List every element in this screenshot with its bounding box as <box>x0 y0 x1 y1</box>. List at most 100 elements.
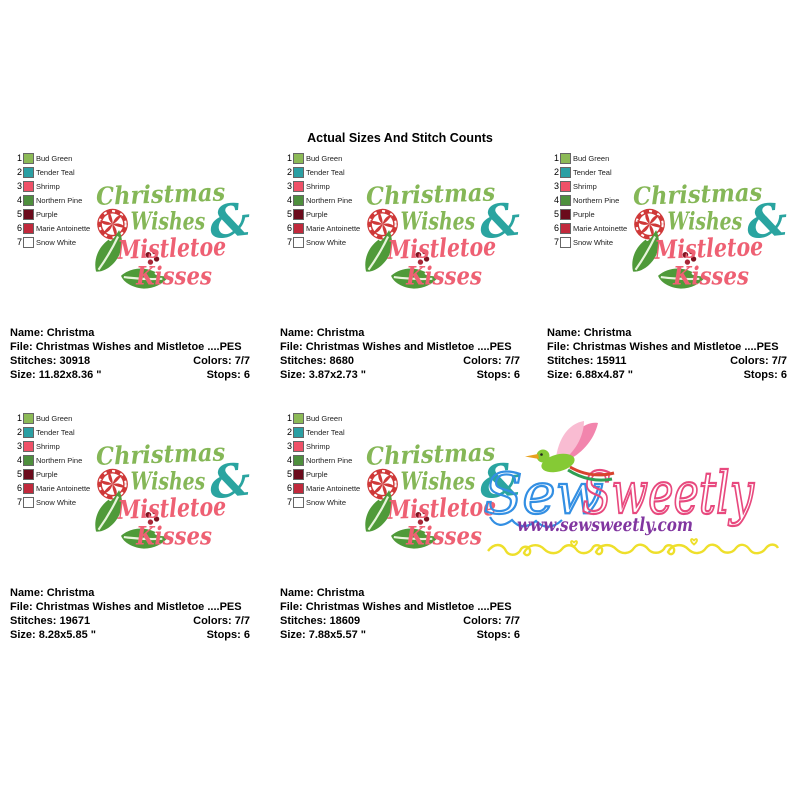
legend-color-name: Snow White <box>306 237 347 247</box>
legend-swatch <box>293 194 304 206</box>
legend-number: 4 <box>16 455 22 465</box>
legend-color-name: Marie Antoinette <box>573 223 628 233</box>
thread-color-legend: 1 Bud Green 2 Tender Teal 3 Shrimp 4 Northern P… <box>283 151 360 249</box>
legend-swatch <box>23 426 34 438</box>
name-label: Name: <box>547 327 581 339</box>
legend-number: 3 <box>553 181 559 191</box>
legend-number: 7 <box>286 497 292 507</box>
stops-group: Stops: 6 <box>477 628 520 642</box>
christmas-wishes-design: Christmas Wishes & Mistletoe Kisses <box>632 177 790 292</box>
legend-row: 5 Purple <box>13 467 90 481</box>
thread-color-legend: 1 Bud Green 2 Tender Teal 3 Shrimp 4 Northern P… <box>13 411 90 509</box>
holly-berries-icon <box>145 509 160 525</box>
size-group: Size: 8.28x5.85 " <box>10 628 96 642</box>
thread-color-legend: 1 Bud Green 2 Tender Teal 3 Shrimp 4 Northern P… <box>550 151 627 249</box>
design-word-christmas: Christmas <box>96 177 226 210</box>
legend-swatch <box>293 426 304 438</box>
legend-row: 7 Snow White <box>13 235 90 249</box>
legend-color-name: Snow White <box>36 237 77 247</box>
legend-number: 6 <box>16 483 22 493</box>
design-word-christmas: Christmas <box>366 437 496 470</box>
size-group: Size: 6.88x4.87 " <box>547 368 633 382</box>
name-line: Name: Christma <box>280 326 520 340</box>
design-ampersand: & <box>477 192 523 249</box>
colors-label: Colors: <box>463 355 502 367</box>
embroidery-design-preview: Christmas Wishes & Mistletoe Kisses <box>362 435 526 560</box>
peppermint-candy-icon <box>97 468 128 500</box>
stitches-label: Stitches: <box>10 615 57 627</box>
file-label: File: <box>10 341 33 353</box>
legend-swatch <box>560 166 571 178</box>
legend-color-name: Purple <box>306 469 328 479</box>
name-label: Name: <box>10 327 44 339</box>
legend-swatch <box>293 166 304 178</box>
legend-number: 7 <box>16 497 22 507</box>
stitches-colors-line: Stitches: 19671 Colors: 7/7 <box>10 614 250 628</box>
name-value: Christma <box>46 587 95 599</box>
design-word-mistletoe: Mistletoe <box>386 232 496 266</box>
stitches-group: Stitches: 15911 <box>547 354 627 368</box>
holly-berries-icon <box>415 509 430 525</box>
legend-color-name: Bud Green <box>306 413 343 423</box>
legend-number: 7 <box>16 237 22 247</box>
embroidery-design-preview: Christmas Wishes & Mistletoe Kisses <box>362 175 526 300</box>
legend-color-name: Bud Green <box>36 413 73 423</box>
legend-swatch <box>293 482 304 494</box>
stops-value: 6 <box>243 369 250 381</box>
legend-swatch <box>293 180 304 192</box>
legend-number: 1 <box>286 153 292 163</box>
embroidery-design-preview: Christmas Wishes & Mistletoe Kisses <box>92 175 256 300</box>
squiggle-underline <box>487 538 780 557</box>
holly-leaves-icon <box>632 230 706 289</box>
name-line: Name: Christma <box>547 326 787 340</box>
legend-number: 7 <box>553 237 559 247</box>
design-panel-5: 1 Bud Green 2 Tender Teal 3 Shrimp 4 Northern P… <box>270 408 532 648</box>
legend-row: 3 Shrimp <box>283 439 360 453</box>
stitches-value: 8680 <box>329 355 355 367</box>
stops-value: 6 <box>513 629 520 641</box>
legend-row: 5 Purple <box>283 207 360 221</box>
peppermint-candy-icon <box>97 208 128 240</box>
legend-swatch <box>23 496 34 508</box>
file-line: File: Christmas Wishes and Mistletoe ...… <box>280 600 520 614</box>
legend-swatch <box>23 482 34 494</box>
size-value: 11.82x8.36 " <box>38 369 102 381</box>
legend-row: 3 Shrimp <box>550 179 627 193</box>
legend-row: 1 Bud Green <box>283 151 360 165</box>
legend-number: 1 <box>16 153 22 163</box>
legend-swatch <box>293 152 304 164</box>
legend-row: 1 Bud Green <box>13 411 90 425</box>
colors-value: 7/7 <box>234 355 250 367</box>
legend-color-name: Shrimp <box>306 441 330 451</box>
legend-row: 3 Shrimp <box>13 179 90 193</box>
name-value: Christma <box>316 327 365 339</box>
file-label: File: <box>10 601 33 613</box>
legend-color-name: Bud Green <box>573 153 610 163</box>
size-label: Size: <box>10 369 36 381</box>
stitches-group: Stitches: 18609 <box>280 614 360 628</box>
design-word-wishes: Wishes <box>400 206 475 235</box>
design-word-mistletoe: Mistletoe <box>386 492 496 526</box>
legend-number: 5 <box>286 209 292 219</box>
thread-color-legend: 1 Bud Green 2 Tender Teal 3 Shrimp 4 Northern P… <box>283 411 360 509</box>
legend-number: 3 <box>16 441 22 451</box>
legend-swatch <box>293 440 304 452</box>
design-info: Name: Christma File: Christmas Wishes an… <box>280 586 520 642</box>
legend-color-name: Marie Antoinette <box>36 223 91 233</box>
stops-group: Stops: 6 <box>477 368 520 382</box>
peppermint-candy-icon <box>367 468 398 500</box>
legend-row: 1 Bud Green <box>283 411 360 425</box>
legend-number: 4 <box>553 195 559 205</box>
legend-row: 4 Northern Pine <box>13 453 90 467</box>
stops-label: Stops: <box>476 629 511 641</box>
legend-swatch <box>23 468 34 480</box>
legend-number: 6 <box>16 223 22 233</box>
legend-row: 6 Marie Antoinette <box>283 481 360 495</box>
stitches-label: Stitches: <box>280 355 327 367</box>
holly-leaves-icon <box>365 230 439 289</box>
legend-row: 2 Tender Teal <box>283 165 360 179</box>
file-value: Christmas Wishes and Mistletoe ....PES <box>35 601 242 613</box>
legend-swatch <box>560 180 571 192</box>
legend-number: 5 <box>16 209 22 219</box>
